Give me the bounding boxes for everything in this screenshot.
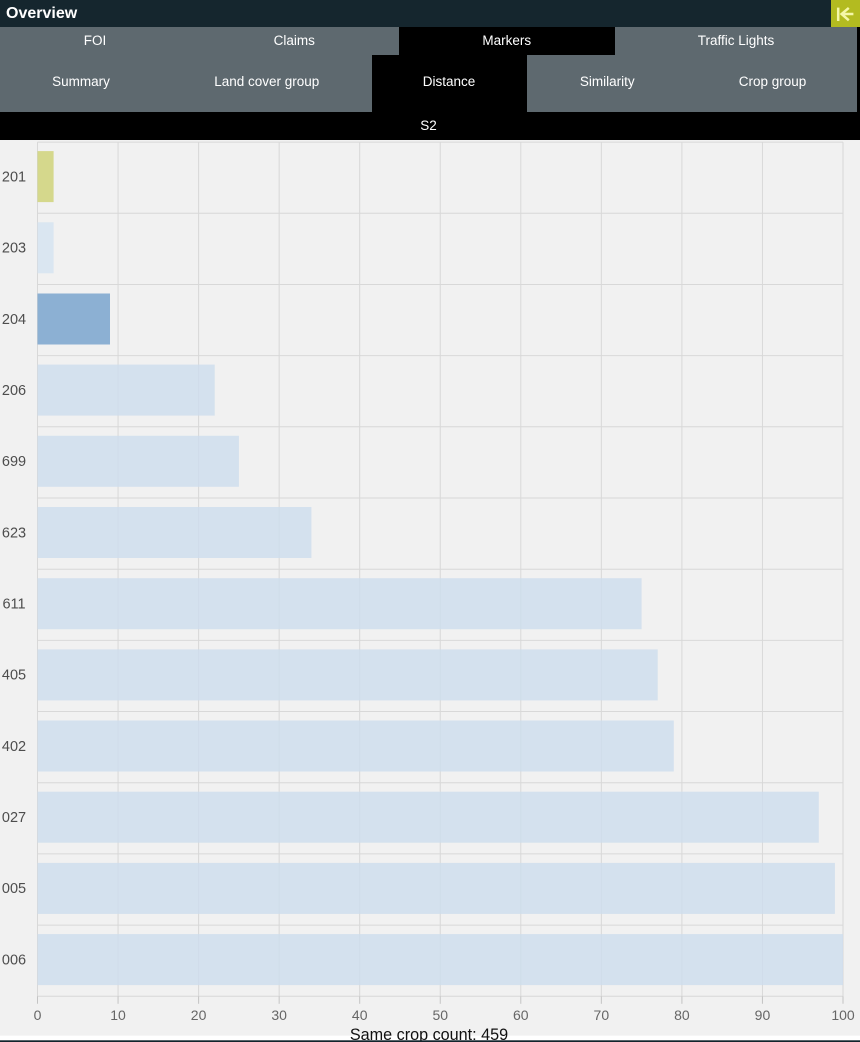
svg-text:20: 20 <box>191 1007 207 1023</box>
svg-text:201: 201 <box>2 169 26 185</box>
svg-text:100: 100 <box>831 1007 855 1023</box>
svg-text:204: 204 <box>2 312 26 328</box>
svg-text:203: 203 <box>2 241 26 257</box>
svg-text:206: 206 <box>2 383 26 399</box>
svg-text:005: 005 <box>2 881 26 897</box>
svg-text:006: 006 <box>2 952 26 968</box>
svg-text:405: 405 <box>2 668 26 684</box>
svg-text:402: 402 <box>2 739 26 755</box>
svg-text:611: 611 <box>2 597 25 613</box>
svg-text:80: 80 <box>674 1007 690 1023</box>
svg-text:60: 60 <box>513 1007 529 1023</box>
svg-text:40: 40 <box>352 1007 368 1023</box>
svg-text:027: 027 <box>2 810 26 826</box>
svg-text:699: 699 <box>2 454 26 470</box>
svg-text:Same crop count: 459: Same crop count: 459 <box>350 1026 508 1042</box>
svg-text:50: 50 <box>432 1007 448 1023</box>
svg-text:90: 90 <box>755 1007 771 1023</box>
svg-text:70: 70 <box>594 1007 610 1023</box>
svg-text:10: 10 <box>110 1007 126 1023</box>
svg-text:0: 0 <box>34 1007 42 1023</box>
svg-text:623: 623 <box>2 525 26 541</box>
svg-text:30: 30 <box>271 1007 287 1023</box>
